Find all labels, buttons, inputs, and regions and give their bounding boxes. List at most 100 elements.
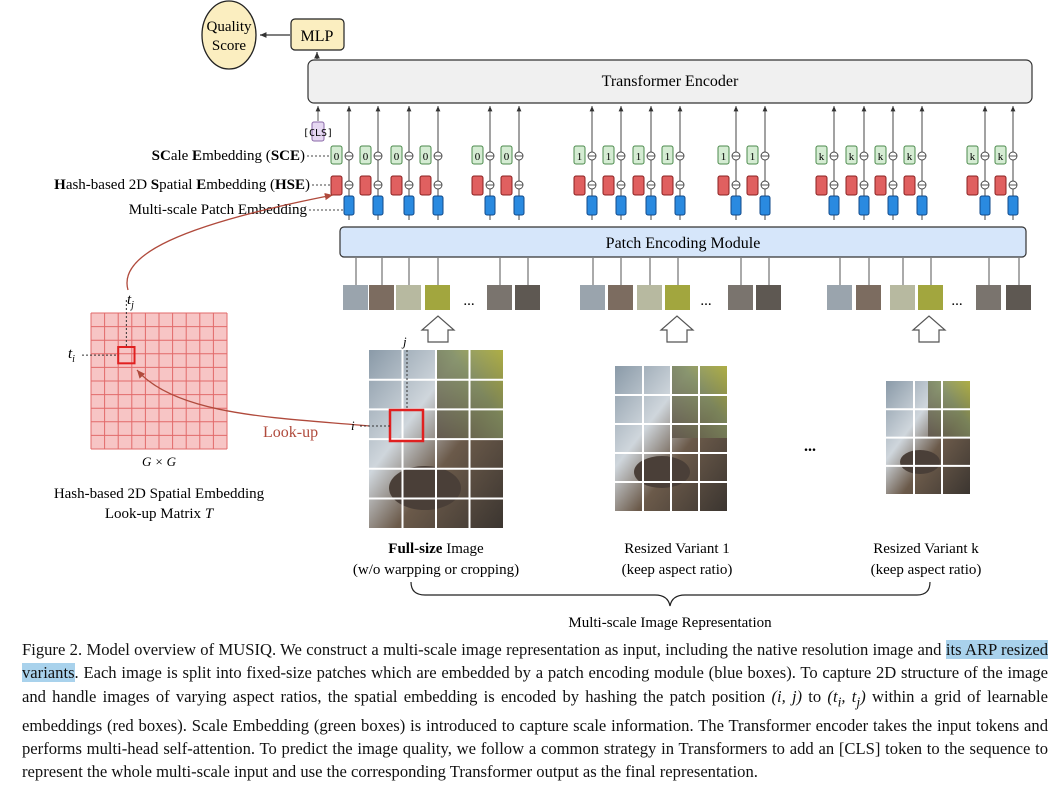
patch-thumbnail [343, 285, 368, 310]
scale-embedding-box [815, 145, 828, 165]
scale-embedding-id: 1 [721, 151, 727, 163]
caption-pos-t: (ti, tj) [827, 686, 866, 710]
musiq-figure: Quality Score MLP Transformer Encoder [C… [54, 0, 1033, 630]
scale-embedding-box [966, 145, 979, 165]
scale-embedding-id: k [819, 151, 825, 163]
scale-embedding-box [602, 145, 615, 165]
patch-thumbnail [856, 285, 881, 310]
patch-thumbnails [343, 258, 1031, 310]
scale-embedding-id: 0 [423, 151, 429, 163]
quality-score-node: Quality Score [201, 0, 257, 70]
patch-thumbnail [1006, 285, 1031, 310]
scale-embedding-box [994, 145, 1007, 165]
resized-k-sub: (keep aspect ratio) [871, 562, 982, 578]
scale-embedding-box [717, 145, 730, 165]
patch-thumbnail [487, 285, 512, 310]
patch-thumbnail [396, 285, 421, 310]
scale-embedding-box [661, 145, 674, 165]
patch-thumbnail [515, 285, 540, 310]
patch-encoding-module: Patch Encoding Module [339, 226, 1027, 258]
scale-embedding-id: 1 [577, 151, 583, 163]
cls-token: [CLS] [303, 121, 333, 142]
spatial-embedding-box [746, 175, 759, 196]
scale-embedding-box [632, 145, 645, 165]
patch-thumbnail [425, 285, 450, 310]
score-label: Score [212, 38, 246, 54]
patch-thumbnail [369, 285, 394, 310]
full-size-label: Full-size Image [388, 541, 484, 557]
j-label: j [401, 334, 407, 349]
patch-thumbnail [580, 285, 605, 310]
spatial-embedding-box [500, 175, 513, 196]
scale-embedding-id: 0 [475, 151, 481, 163]
quality-label: Quality [207, 19, 252, 35]
spatial-embedding-box [390, 175, 403, 196]
mpe-label: Multi-scale Patch Embedding [129, 202, 308, 218]
patch-module-label: Patch Encoding Module [606, 235, 761, 252]
patch-thumbnail [827, 285, 852, 310]
resized-variant-1-image [615, 366, 727, 511]
scale-embedding-id: k [998, 151, 1004, 163]
scale-embedding-box [500, 145, 513, 165]
spatial-embedding-box [359, 175, 372, 196]
patch-thumbnail [608, 285, 633, 310]
tj-label: tj [127, 292, 134, 311]
ellipsis-images: ... [804, 438, 816, 455]
transformer-label: Transformer Encoder [602, 73, 739, 90]
lookup-matrix-grid [82, 300, 228, 450]
resized-1-sub: (keep aspect ratio) [622, 562, 733, 578]
scale-embedding-box [330, 145, 343, 165]
patch-thumbnail [728, 285, 753, 310]
spatial-embedding-box [717, 175, 730, 196]
scale-embedding-id: k [849, 151, 855, 163]
spatial-embedding-box [994, 175, 1007, 196]
patch-embedding-box [615, 195, 627, 216]
spatial-embedding-box [330, 175, 343, 196]
scale-embedding-box [845, 145, 858, 165]
patch-embedding-box [403, 195, 415, 216]
patch-embedding-box [828, 195, 840, 216]
patch-embedding-box [979, 195, 991, 216]
ellipsis-patches-1: ... [463, 293, 474, 309]
full-size-image [369, 350, 503, 528]
transformer-encoder: Transformer Encoder [307, 59, 1033, 104]
scale-embedding-box [419, 145, 432, 165]
patch-thumbnail [756, 285, 781, 310]
spatial-embedding-box [874, 175, 887, 196]
spatial-embedding-box [602, 175, 615, 196]
patch-embedding-box [759, 195, 771, 216]
patch-embedding-box [645, 195, 657, 216]
spatial-embedding-box [661, 175, 674, 196]
scale-embedding-id: 0 [504, 151, 510, 163]
spatial-embedding-box [966, 175, 979, 196]
patch-embedding-box [1007, 195, 1019, 216]
brace [410, 581, 931, 607]
scale-embedding-id: k [878, 151, 884, 163]
patch-thumbnail [976, 285, 1001, 310]
caption-part-2: . Each image is split into fixed-size pa… [22, 663, 1048, 706]
patch-embedding-box [484, 195, 496, 216]
scale-embedding-box [874, 145, 887, 165]
caption-part-1: Figure 2. Model overview of MUSIQ. We co… [22, 640, 946, 659]
patch-embedding-box [858, 195, 870, 216]
token-columns: 0 0 0 0 0 0 1 1 1 1 1 1 k k k k k k [330, 106, 1019, 220]
i-label: i [351, 418, 355, 433]
patch-embedding-box [513, 195, 525, 216]
scale-embedding-id: 1 [665, 151, 671, 163]
ti-label: ti [68, 346, 75, 365]
spatial-embedding-box [632, 175, 645, 196]
mlp-label: MLP [301, 28, 334, 45]
patch-thumbnail [918, 285, 943, 310]
ellipsis-patches-3: ... [951, 293, 962, 309]
hse-feed-arrow [126, 193, 334, 291]
caption-part-4: within a grid of learnable embeddings (r… [22, 686, 1048, 782]
mlp-box: MLP [290, 18, 345, 51]
scale-embedding-id: 1 [606, 151, 612, 163]
matrix-title-line2: Look-up Matrix T [105, 506, 215, 522]
sce-label: SCale Embedding (SCE) [152, 148, 305, 164]
multi-scale-label: Multi-scale Image Representation [568, 615, 772, 630]
scale-embedding-id: 1 [636, 151, 642, 163]
spatial-embedding-box [419, 175, 432, 196]
hollow-up-arrow [420, 315, 456, 343]
patch-thumbnail [665, 285, 690, 310]
